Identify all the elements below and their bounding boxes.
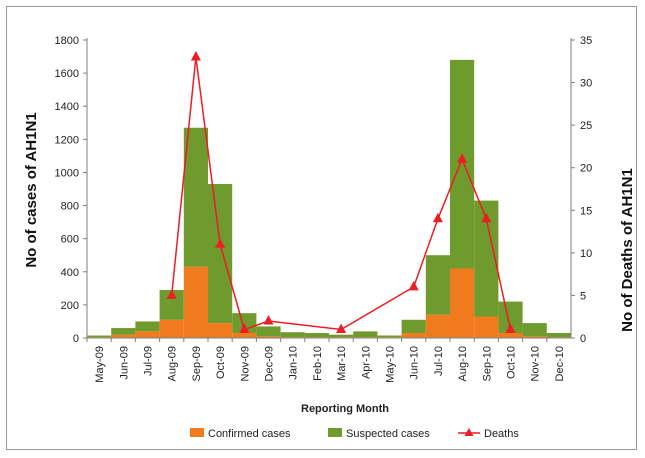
bar-confirmed-Oct-09 <box>208 323 233 338</box>
y-tick-label: 800 <box>61 201 79 213</box>
deaths-marker-Dec-09 <box>263 315 274 325</box>
bar-confirmed-Sep-10 <box>474 316 499 338</box>
bar-confirmed-Sep-09 <box>183 266 208 338</box>
x-tick-label: Jul-09 <box>143 346 155 376</box>
bar-suspected-Sep-09 <box>183 127 208 267</box>
axes-layer: 0 200 400 600 800 1000 1200 1400 1600 1800 0 5 10 15 2… <box>55 35 593 383</box>
x-tick-label: Feb-10 <box>312 346 324 381</box>
bar-suspected-Jun-10 <box>401 319 426 334</box>
x-tick-label: May-09 <box>94 346 106 383</box>
bar-suspected-Jun-09 <box>111 328 136 335</box>
deaths-marker-Mar-10 <box>336 323 347 333</box>
bar-suspected-Jan-10 <box>280 332 305 338</box>
x-axis-title: Reporting Month <box>301 403 389 415</box>
deaths-marker-Jul-10 <box>432 212 443 223</box>
chart-frame <box>6 6 637 450</box>
y2-axis-title: No of Deaths of AH1N1 <box>619 168 636 332</box>
bar-suspected-Oct-09 <box>208 184 233 324</box>
deaths-marker-Aug-10 <box>457 153 468 163</box>
bar-suspected-Dec-10 <box>546 333 571 338</box>
x-tick-label: Aug-09 <box>167 346 179 381</box>
deaths-marker-Jun-10 <box>408 280 419 291</box>
y2-tick-label: 25 <box>580 120 592 132</box>
bar-confirmed-Nov-09 <box>232 333 257 338</box>
x-tick-label: Sep-09 <box>191 346 203 381</box>
y2-tick-label: 0 <box>580 333 586 345</box>
bar-confirmed-Oct-10 <box>498 333 523 338</box>
deaths-marker-Nov-09 <box>239 323 250 333</box>
y-axis-title: No of cases of AH1N1 <box>23 112 40 267</box>
y-tick-label: 400 <box>61 267 79 279</box>
bar-confirmed-Aug-10 <box>450 268 475 338</box>
y2-tick-label: 10 <box>580 248 592 260</box>
bar-confirmed-Dec-09 <box>256 336 281 338</box>
y2-tick-label: 15 <box>580 205 592 217</box>
y-tick-label: 1000 <box>55 167 79 179</box>
y-tick-label: 200 <box>61 300 79 312</box>
deaths-marker-Sep-09 <box>190 51 201 61</box>
bar-suspected-May-10 <box>377 335 402 338</box>
x-tick-label: Jan-10 <box>288 346 300 380</box>
bar-layer <box>87 59 571 338</box>
deaths-marker-Oct-09 <box>215 238 226 248</box>
bar-suspected-Aug-10 <box>450 59 475 269</box>
legend-label-confirmed: Confirmed cases <box>208 428 291 440</box>
legend-swatch-confirmed <box>190 428 204 437</box>
y2-tick-label: 5 <box>580 290 586 302</box>
bar-suspected-Nov-10 <box>522 323 547 337</box>
bar-suspected-Jul-09 <box>135 321 160 332</box>
legend: Confirmed cases Suspected cases Deaths <box>190 428 519 440</box>
x-tick-label: Oct-09 <box>215 346 227 379</box>
x-tick-label: Nov-09 <box>239 346 251 381</box>
legend-swatch-suspected <box>328 428 342 437</box>
y-tick-label: 1800 <box>55 35 79 47</box>
bar-suspected-Dec-09 <box>256 326 281 337</box>
x-tick-label: Sep-10 <box>481 346 493 381</box>
y-tick-label: 600 <box>61 234 79 246</box>
bar-confirmed-Jun-09 <box>111 334 136 338</box>
x-tick-label: Dec-09 <box>264 346 276 381</box>
bar-confirmed-Jun-10 <box>401 333 426 338</box>
y-tick-label: 1200 <box>55 134 79 146</box>
bar-confirmed-Jul-10 <box>425 314 450 338</box>
bar-confirmed-Aug-09 <box>159 319 184 338</box>
x-tick-label: Apr-10 <box>360 346 372 379</box>
deaths-line-layer <box>166 51 516 333</box>
bar-suspected-Feb-10 <box>304 333 329 338</box>
deaths-marker-Sep-10 <box>481 212 492 223</box>
deaths-marker-Oct-10 <box>505 323 516 333</box>
y-tick-label: 1400 <box>55 101 79 113</box>
x-tick-label: May-10 <box>385 346 397 383</box>
x-tick-label: Oct-10 <box>506 346 518 379</box>
y-tick-label: 0 <box>73 333 79 345</box>
y-tick-label: 1600 <box>55 68 79 80</box>
bar-suspected-Mar-10 <box>329 334 354 338</box>
x-tick-label: Jun-10 <box>409 346 421 380</box>
y2-tick-label: 30 <box>580 78 592 90</box>
deaths-marker-Aug-09 <box>166 289 177 299</box>
x-tick-label: Mar-10 <box>336 346 348 381</box>
bar-confirmed-Jul-09 <box>135 331 160 338</box>
y2-tick-label: 35 <box>580 35 592 47</box>
bar-suspected-Apr-10 <box>353 331 378 338</box>
x-tick-label: Jun-09 <box>118 346 130 380</box>
x-tick-label: Jul-10 <box>433 346 445 376</box>
bar-confirmed-Nov-10 <box>522 336 547 338</box>
bar-suspected-Jul-10 <box>425 255 450 315</box>
legend-label-deaths: Deaths <box>484 428 519 440</box>
legend-label-suspected: Suspected cases <box>346 428 430 440</box>
y2-tick-label: 20 <box>580 163 592 175</box>
legend-marker-deaths <box>464 428 474 436</box>
x-tick-label: Nov-10 <box>530 346 542 381</box>
bar-suspected-May-09 <box>87 335 112 338</box>
x-tick-label: Aug-10 <box>457 346 469 381</box>
x-tick-label: Dec-10 <box>554 346 566 381</box>
